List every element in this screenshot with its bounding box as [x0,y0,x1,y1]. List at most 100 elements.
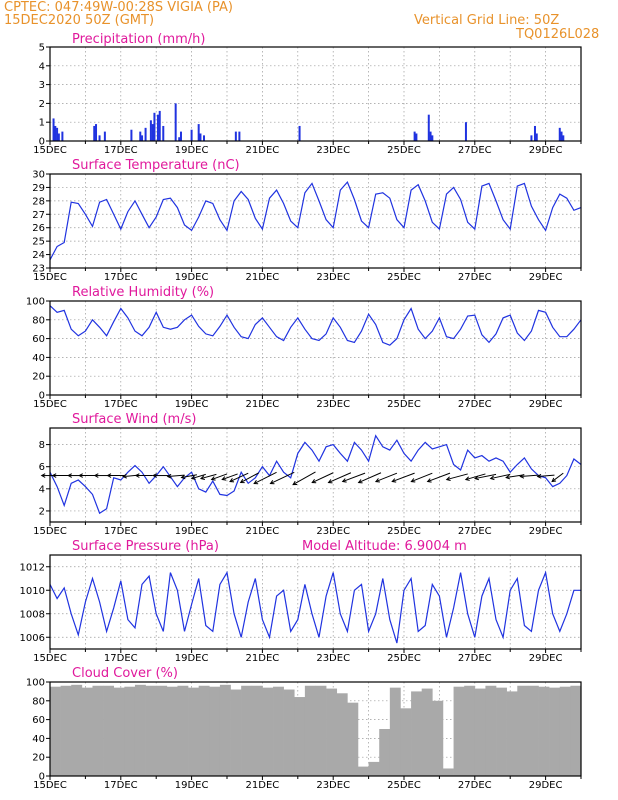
y-tick-label: 0 [39,391,45,402]
precip-bar [156,114,159,141]
x-tick-label: 25DEC [387,399,421,410]
cloud-bar [209,686,221,776]
cloud-bar [527,685,539,776]
wind-vector [446,473,468,481]
wind-arrowhead [374,478,380,483]
y-tick-label: 2 [39,99,45,110]
cloud-bar [81,687,93,776]
cloud-bar [442,768,454,776]
precip-bar [535,133,538,141]
precip-bar [238,131,241,141]
x-tick-label: 25DEC [387,272,421,283]
wind-vector [465,473,486,481]
wind-arrowhead [311,479,317,484]
y-tick-label: 4 [39,484,45,495]
cloud-bar [496,687,507,776]
x-tick-label: 15DEC [33,526,67,537]
wind-arrowhead [445,476,451,481]
cloud-bar [411,691,422,776]
wind-vector [490,473,511,480]
wind-arrowhead [519,473,525,479]
wind-vector [427,472,451,483]
wind-vector [551,472,564,482]
precip-bar [530,135,533,141]
x-tick-label: 21DEC [246,526,280,537]
precip-bar [103,131,106,141]
precip-bar [158,110,161,141]
panel-title: Relative Humidity (%) [72,285,214,300]
wind-arrowhead [93,473,99,478]
wind-arrowhead [78,473,83,478]
precip-bar [234,131,237,141]
y-tick-label: 20 [32,372,45,383]
x-tick-label: 19DEC [175,526,209,537]
panel-precip: 0 1 2 3 4 5 15DEC 17DEC 19DEC 21DEC 23DEC 25DEC 27DE… [33,32,582,156]
x-tick-label: 29DEC [529,145,563,156]
y-tick-label: 100 [26,678,45,689]
x-tick-label: 17DEC [104,526,138,537]
cloud-bar [559,686,571,776]
panel-wind: 2 4 6 8 15DEC 17DEC 19DEC 21DEC 23DEC 25DEC 27DEC 2… [33,412,582,537]
cloud-bar [538,686,550,776]
y-tick-label: 1008 [20,609,45,620]
x-tick-label: 15DEC [33,145,67,156]
wind-vector [411,472,433,483]
precip-bar [560,131,563,141]
y-tick-label: 23 [32,264,45,275]
series-line [49,305,582,346]
precip-bar [298,125,301,141]
cloud-bar [92,685,104,776]
wind-vector [328,472,352,484]
wind-vector [537,474,555,478]
precip-bar [558,127,561,141]
precip-bar [149,120,152,141]
precip-bar [56,127,59,141]
wind-vector [222,473,238,481]
precip-bar [57,133,60,141]
precip-bar [144,127,147,141]
wind-arrowhead [239,478,245,484]
precip-bar [61,131,64,141]
wind-vector [375,472,398,483]
x-tick-label: 17DEC [104,653,138,664]
cloud-bar [241,685,253,776]
precip-bar [202,135,205,141]
x-tick-label: 29DEC [529,399,563,410]
wind-arrowhead [551,477,557,483]
x-tick-label: 19DEC [175,399,209,410]
wind-vector [474,473,497,480]
x-tick-label: 19DEC [175,653,209,664]
panel-title: Surface Wind (m/s) [72,412,196,427]
x-tick-label: 21DEC [246,145,280,156]
y-tick-label: 27 [32,210,45,221]
precip-bar [174,103,177,141]
precip-bar [190,129,193,141]
x-tick-label: 15DEC [33,780,67,791]
x-tick-label: 29DEC [529,653,563,664]
y-tick-label: 6 [39,462,45,473]
series-line [49,570,581,644]
x-tick-label: 29DEC [529,780,563,791]
cloud-bar [134,684,146,776]
series-line [49,434,582,515]
y-tick-label: 5 [39,43,45,54]
precip-bar [52,118,55,141]
precip-bar [464,122,467,141]
x-tick-label: 23DEC [316,399,350,410]
header-date: 15DEC2020 50Z (GMT) [4,13,154,28]
x-tick-label: 25DEC [387,145,421,156]
precip-bar [533,125,536,141]
x-tick-label: 15DEC [33,272,67,283]
y-tick-label: 1012 [20,562,45,573]
wind-arrowhead [190,475,196,480]
x-tick-label: 17DEC [104,272,138,283]
precip-bar [178,137,181,141]
y-tick-label: 60 [32,715,45,726]
wind-arrowhead [505,474,511,480]
wind-vector [342,472,366,483]
x-tick-label: 27DEC [458,780,492,791]
wind-vector [240,472,260,483]
y-tick-label: 29 [32,183,45,194]
header-grid-line: Vertical Grid Line: 50Z [414,13,559,28]
cloud-bar [124,686,136,776]
